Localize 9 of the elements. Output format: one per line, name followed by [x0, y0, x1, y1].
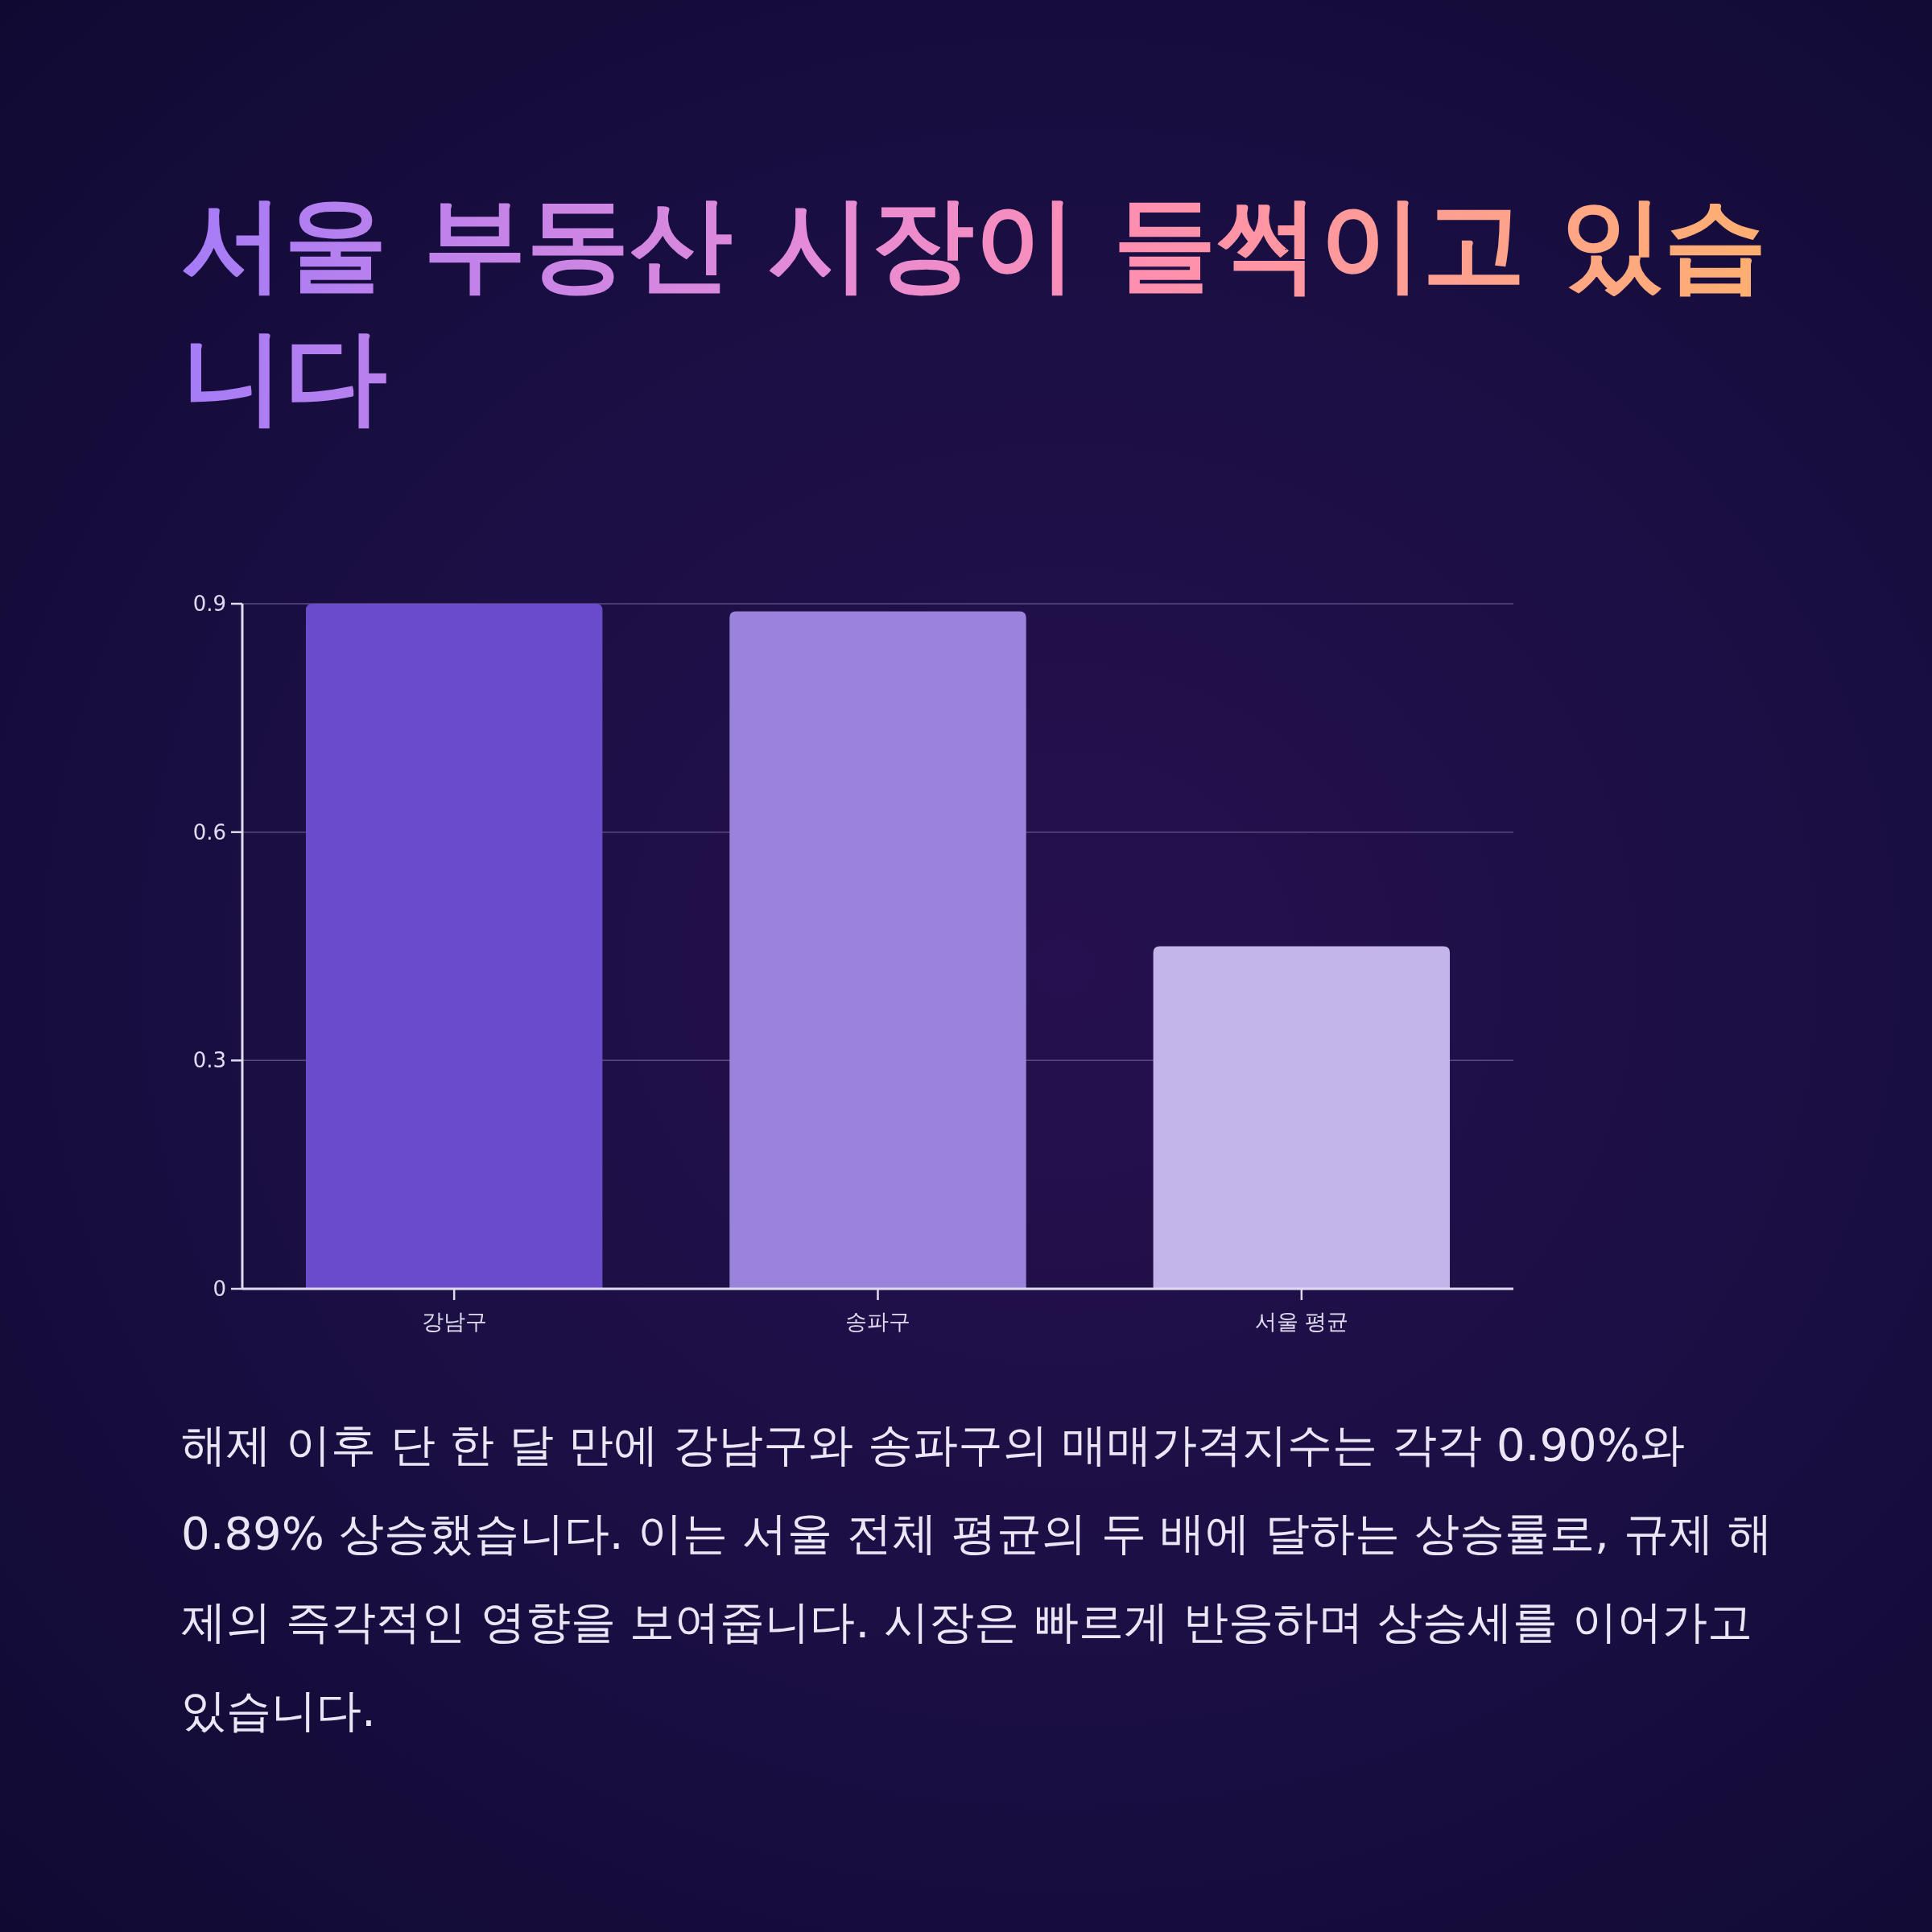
x-tick-label: 강남구: [421, 1309, 487, 1334]
y-tick-label: 0.3: [192, 1048, 226, 1073]
text: 해제 이후 단 한 달 만에 강남구와 송파구의 매매가격지수는 각각 0.90%와 0.89% 상승했습니다. 이는 서울 전체 평균의 두 배에 달하는 상승률로, 규제 해제의 즉각적인 영향을 보여줍니다. 시장은 빠르게 반응하며 상승세를 이어가고 있습니다.: [181, 1418, 1774, 1738]
x-tick-label: 서울 평균: [1254, 1309, 1349, 1334]
y-tick-label: 0.9: [192, 592, 226, 616]
chart-title: 서울 부동산 시장이 들썩이고 있습니다: [181, 177, 1775, 443]
y-tick-label: 0.6: [192, 819, 226, 844]
x-tick-label: 송파구: [845, 1309, 910, 1334]
y-tick-label: 0: [213, 1277, 226, 1301]
